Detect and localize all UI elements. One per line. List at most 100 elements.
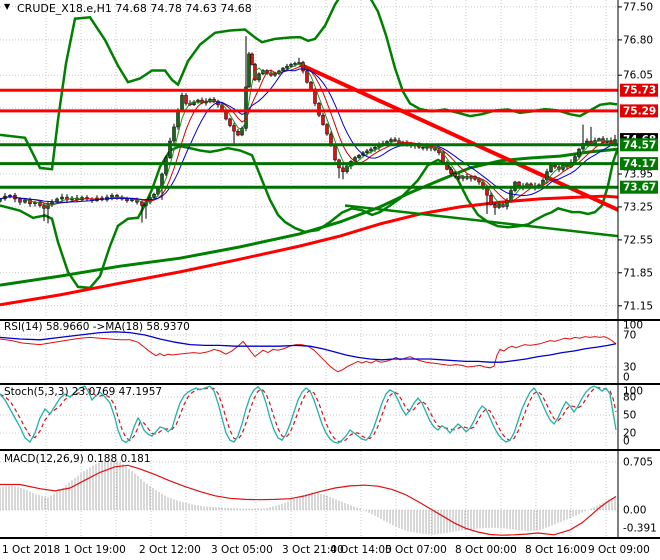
price-badge-74.17: 74.17 bbox=[620, 157, 658, 171]
bull-candle bbox=[60, 196, 64, 200]
bear-candle bbox=[341, 167, 345, 172]
bull-candle bbox=[168, 140, 172, 158]
price-axis-label: 71.85 bbox=[623, 267, 653, 279]
stoch-panel[interactable] bbox=[0, 385, 618, 448]
rsi-ma-line bbox=[0, 331, 617, 363]
rsi-axis-label: 0 bbox=[623, 372, 630, 384]
bear-candle bbox=[325, 124, 329, 135]
bull-candle bbox=[549, 164, 553, 172]
bull-candle bbox=[577, 148, 581, 157]
bull-candle bbox=[389, 139, 393, 142]
panel-separator[interactable] bbox=[0, 319, 660, 321]
bull-candle bbox=[373, 146, 377, 150]
stoch-axis-label: 80 bbox=[623, 392, 636, 404]
bear-candle bbox=[232, 125, 236, 132]
bull-candle bbox=[240, 128, 244, 136]
bull-candle bbox=[192, 101, 196, 106]
bull-candle bbox=[385, 141, 389, 144]
panel-separator[interactable] bbox=[0, 383, 660, 385]
bear-candle bbox=[18, 198, 22, 203]
bear-candle bbox=[317, 103, 321, 116]
stoch-k-line bbox=[0, 385, 617, 444]
panel-separator[interactable] bbox=[0, 449, 660, 451]
bear-candle bbox=[305, 70, 309, 83]
time-axis[interactable]: 1 Oct 2018 1 Oct 19:00 2 Oct 12:00 3 Oct 05… bbox=[2, 544, 650, 556]
time-axis-label: 8 Oct 00:00 bbox=[455, 544, 517, 556]
bear-candle bbox=[393, 139, 397, 141]
bull-candle bbox=[176, 110, 180, 128]
svg-text:74.17: 74.17 bbox=[623, 158, 656, 170]
bear-candle bbox=[309, 81, 313, 90]
time-axis-label: 4 Oct 14:00 bbox=[330, 544, 392, 556]
bull-candle bbox=[23, 199, 27, 203]
slow-ma-red bbox=[0, 194, 618, 307]
bear-candle bbox=[42, 205, 46, 209]
time-axis-label: 3 Oct 21:00 bbox=[282, 544, 344, 556]
bull-candle bbox=[289, 64, 293, 67]
price-axis[interactable]: 77.50 76.80 76.05 73.95 73.25 72.55 71.85 71.15… bbox=[618, 1, 658, 535]
fast-ma-blue bbox=[0, 68, 616, 203]
bear-candle bbox=[250, 53, 254, 65]
bear-candle bbox=[421, 146, 425, 149]
rsi-axis-label: 70 bbox=[623, 330, 636, 342]
chart-title-ohlc: CRUDE_X18.e,H1 74.68 74.78 74.63 74.68 bbox=[17, 2, 252, 15]
price-axis-label: 76.80 bbox=[623, 34, 653, 46]
fast-ma-green bbox=[0, 63, 616, 207]
bull-candle bbox=[257, 73, 261, 81]
time-axis-label: 5 Oct 07:00 bbox=[385, 544, 447, 556]
rsi-axis-label: 30 bbox=[623, 362, 636, 374]
stoch-axis-label: 100 bbox=[623, 386, 643, 398]
price-badge-74.57: 74.57 bbox=[620, 138, 658, 152]
main-price-panel[interactable] bbox=[0, 0, 620, 318]
time-axis-label: 2 Oct 12:00 bbox=[139, 544, 201, 556]
rsi-indicator-label: RSI(14) 58.9660 ->MA(18) 58.9370 bbox=[4, 321, 190, 333]
bull-candle bbox=[285, 65, 289, 69]
macd-panel[interactable] bbox=[0, 451, 618, 537]
stoch-d-line bbox=[0, 386, 617, 443]
bear-candle bbox=[449, 169, 453, 174]
panel-separator[interactable] bbox=[0, 537, 660, 539]
svg-text:75.73: 75.73 bbox=[623, 85, 656, 97]
macd-indicator-label: MACD(12,26,9) 0.188 0.181 bbox=[4, 453, 151, 465]
time-axis-label: 9 Oct 09:00 bbox=[588, 544, 650, 556]
bear-candle bbox=[457, 176, 461, 179]
bull-candle bbox=[585, 140, 589, 144]
rsi-axis-label: 100 bbox=[623, 320, 643, 332]
rsi-line bbox=[0, 336, 617, 373]
descending-trendline-green bbox=[344, 204, 618, 238]
macd-histogram bbox=[0, 460, 616, 535]
price-badge-75.73: 75.73 bbox=[620, 83, 658, 97]
bull-candle bbox=[180, 95, 184, 111]
macd-axis-label: -0.391 bbox=[623, 523, 657, 535]
bear-candle bbox=[489, 194, 493, 205]
bull-candle bbox=[172, 126, 176, 142]
stoch-indicator-label: Stoch(5,3,3) 23.0769 47.1957 bbox=[4, 386, 163, 398]
bull-candle bbox=[293, 63, 297, 65]
symbol-dropdown-icon[interactable]: ▼ bbox=[4, 2, 11, 11]
bull-candle bbox=[357, 154, 361, 158]
time-axis-label: 8 Oct 16:00 bbox=[525, 544, 587, 556]
macd-axis-label: 0.705 bbox=[623, 457, 653, 469]
bull-candle bbox=[545, 171, 549, 181]
bear-candle bbox=[321, 114, 325, 125]
price-axis-label: 73.25 bbox=[623, 201, 653, 213]
bull-candle bbox=[369, 148, 373, 152]
bull-candle bbox=[164, 157, 168, 175]
bull-candle bbox=[110, 194, 114, 198]
bull-candle bbox=[281, 67, 285, 72]
slow-ma-green bbox=[0, 147, 618, 287]
rsi-panel[interactable] bbox=[0, 321, 618, 382]
bear-candle bbox=[228, 118, 232, 126]
price-axis-label: 71.15 bbox=[623, 300, 653, 312]
price-badge-73.67: 73.67 bbox=[620, 180, 658, 194]
bear-candle bbox=[517, 181, 521, 187]
bull-candle bbox=[0, 198, 2, 202]
bull-candle bbox=[497, 204, 501, 208]
bear-candle bbox=[333, 145, 337, 161]
bull-candle bbox=[8, 194, 12, 197]
bull-candle bbox=[46, 204, 50, 209]
time-axis-label: 3 Oct 05:00 bbox=[211, 544, 273, 556]
stoch-axis-label: 50 bbox=[623, 410, 636, 422]
